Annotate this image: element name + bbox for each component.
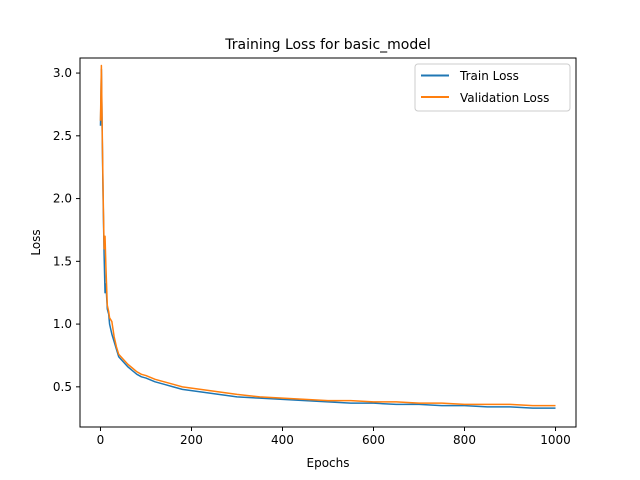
legend-label-validation-loss: Validation Loss bbox=[460, 91, 549, 105]
x-tick-label: 1000 bbox=[540, 433, 571, 447]
x-tick-label: 600 bbox=[362, 433, 385, 447]
x-axis-ticks: 0 200 400 600 800 1000 bbox=[97, 427, 571, 447]
plot-frame bbox=[79, 57, 577, 428]
x-axis-label: Epochs bbox=[307, 456, 350, 470]
y-axis-ticks: 0.5 1.0 1.5 2.0 2.5 3.0 bbox=[53, 66, 80, 394]
x-tick-label: 0 bbox=[97, 433, 105, 447]
y-tick-label: 2.5 bbox=[53, 129, 72, 143]
x-tick-label: 200 bbox=[180, 433, 203, 447]
series-line-train-loss bbox=[99, 68, 556, 409]
y-tick-label: 3.0 bbox=[53, 66, 72, 80]
y-tick-label: 0.5 bbox=[53, 380, 72, 394]
legend-box bbox=[414, 63, 571, 112]
y-tick-label: 1.0 bbox=[53, 317, 72, 331]
x-tick-label: 800 bbox=[453, 433, 476, 447]
series-line-validation-loss bbox=[99, 64, 556, 407]
plot-lines bbox=[99, 64, 556, 409]
y-tick-label: 2.0 bbox=[53, 192, 72, 206]
legend: Train Loss Validation Loss bbox=[414, 63, 571, 112]
x-tick-label: 400 bbox=[271, 433, 294, 447]
legend-label-train-loss: Train Loss bbox=[459, 69, 519, 83]
y-tick-label: 1.5 bbox=[53, 254, 72, 268]
chart-title: Training Loss for basic_model bbox=[224, 37, 431, 53]
y-axis-label: Loss bbox=[29, 229, 43, 255]
